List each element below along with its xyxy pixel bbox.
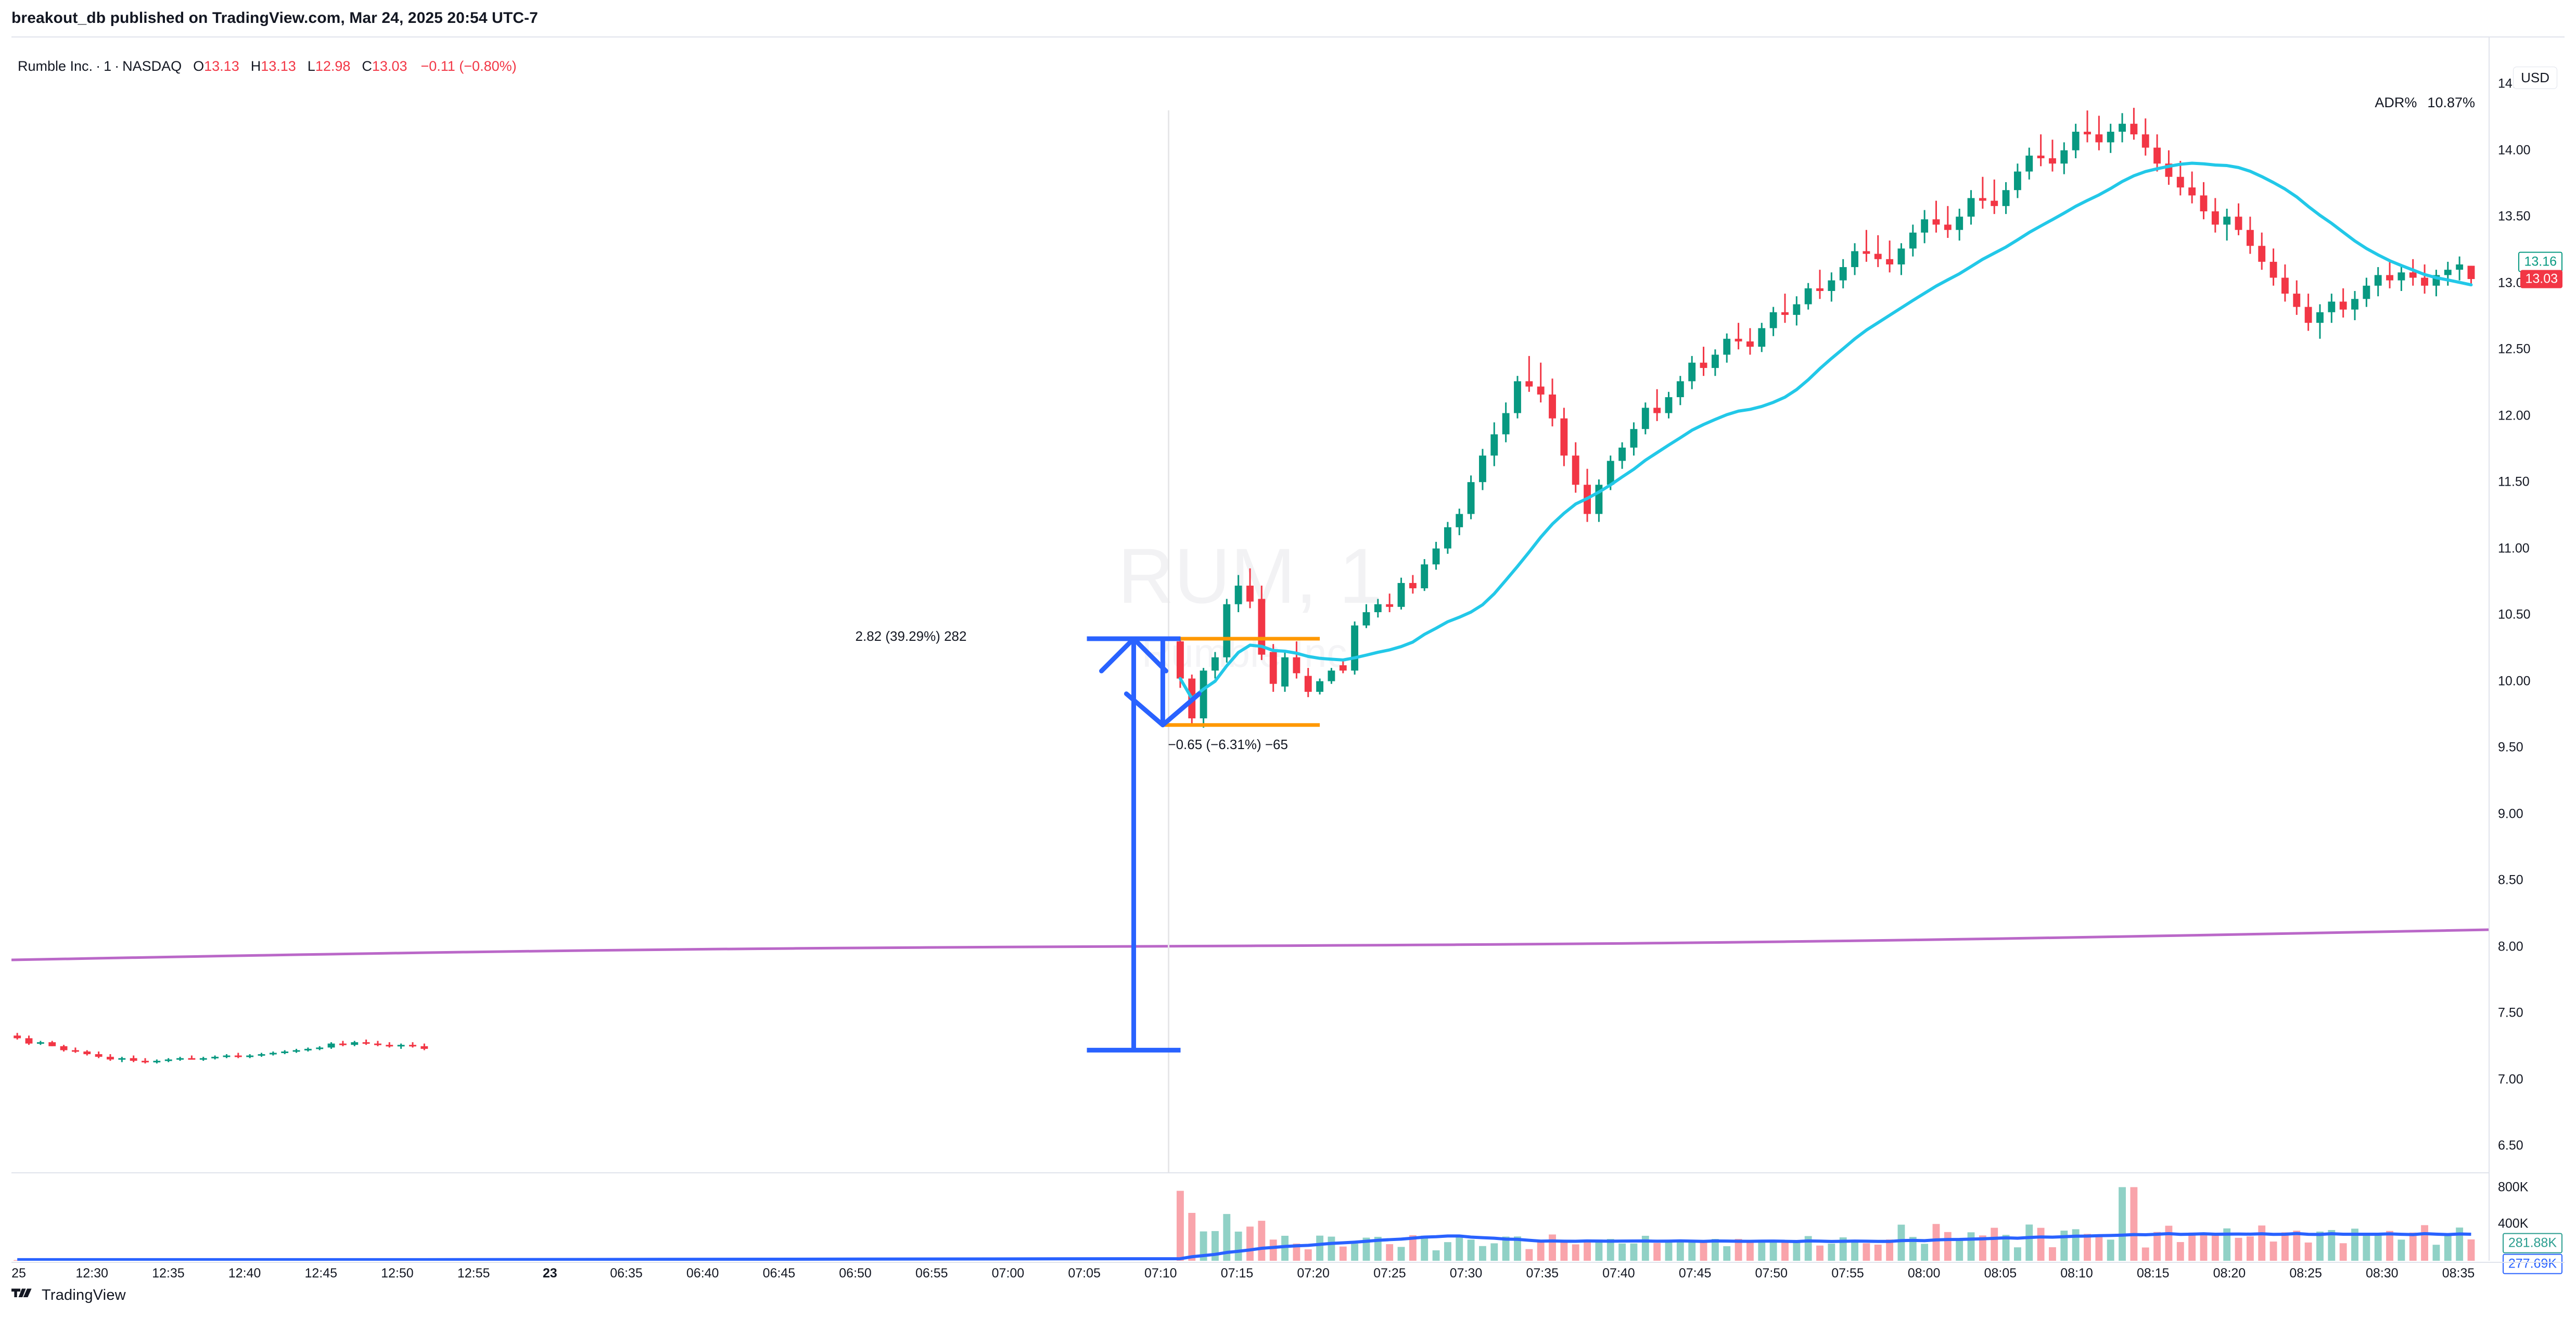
- time-axis-tick: 08:05: [1984, 1266, 2017, 1281]
- time-axis-tick: 12:35: [152, 1266, 185, 1281]
- price-axis-tick: 13.50: [2498, 209, 2531, 224]
- legend-close-value: 13.03: [372, 58, 407, 74]
- tradingview-brand-text: TradingView: [42, 1287, 126, 1303]
- price-axis-tick: 11.50: [2498, 474, 2530, 489]
- symbol-legend[interactable]: Rumble Inc. · 1 · NASDAQ O 13.13 H 13.13 L…: [18, 58, 517, 74]
- legend-exchange: NASDAQ: [122, 58, 182, 74]
- publish-credit-text: breakout_db published on TradingView.com…: [11, 9, 538, 27]
- volume-value-badge[interactable]: 281.88K: [2502, 1233, 2562, 1253]
- price-axis[interactable]: 14.5014.0013.5013.0012.5012.0011.5011.00…: [2490, 37, 2565, 1172]
- time-axis-tick: 07:30: [1449, 1266, 1483, 1281]
- time-axis-tick: 12:30: [75, 1266, 108, 1281]
- price-axis-tick: 12.50: [2498, 341, 2531, 357]
- tradingview-logo-icon: [11, 1288, 32, 1297]
- time-axis-tick: 06:55: [915, 1266, 948, 1281]
- chart-frame: RUM, 1 Rumble Inc. 2.82 (39.29%) 282 −0.…: [11, 36, 2565, 1281]
- time-axis-tick: 08:35: [2442, 1266, 2475, 1281]
- price-axis-tick: 8.00: [2498, 939, 2523, 954]
- price-series-canvas: [11, 108, 2489, 1172]
- axis-divider: [2489, 37, 2490, 1261]
- ma-price-badge[interactable]: 13.16: [2518, 251, 2562, 272]
- adr-value: 10.87%: [2427, 95, 2475, 110]
- time-axis-tick: 07:05: [1068, 1266, 1101, 1281]
- legend-interval[interactable]: 1: [104, 58, 112, 74]
- price-axis-tick: 9.00: [2498, 806, 2523, 821]
- legend-low-value: 12.98: [315, 58, 351, 74]
- time-axis-tick: 07:50: [1755, 1266, 1788, 1281]
- price-pane[interactable]: RUM, 1 Rumble Inc. 2.82 (39.29%) 282 −0.…: [11, 37, 2489, 1172]
- currency-badge[interactable]: USD: [2513, 67, 2557, 89]
- price-axis-tick: 7.50: [2498, 1005, 2523, 1020]
- legend-separator-2: ·: [114, 58, 120, 74]
- volume-axis-tick: 800K: [2498, 1180, 2529, 1195]
- price-axis-tick: 9.50: [2498, 740, 2523, 755]
- time-axis-tick: 06:40: [686, 1266, 719, 1281]
- time-axis-tick: 08:10: [2060, 1266, 2093, 1281]
- time-axis-tick: 07:10: [1144, 1266, 1177, 1281]
- legend-open-value: 13.13: [204, 58, 239, 74]
- time-axis-tick: 23: [542, 1266, 557, 1281]
- legend-symbol[interactable]: Rumble Inc.: [18, 58, 93, 74]
- legend-high-label: H: [250, 58, 261, 74]
- time-axis-tick: 07:45: [1678, 1266, 1712, 1281]
- time-axis-tick: 06:45: [762, 1266, 796, 1281]
- legend-change: −0.11 (−0.80%): [420, 58, 517, 74]
- volume-series-canvas: [14, 1187, 2475, 1261]
- price-axis-tick: 8.50: [2498, 872, 2523, 888]
- adr-indicator-legend[interactable]: ADR% 10.87%: [2375, 95, 2475, 111]
- time-axis-tick: 12:40: [228, 1266, 261, 1281]
- price-axis-tick: 11.00: [2498, 541, 2530, 556]
- time-axis-tick: 12:55: [457, 1266, 490, 1281]
- legend-close-label: C: [362, 58, 372, 74]
- volume-ma-badge[interactable]: 277.69K: [2502, 1253, 2562, 1274]
- price-axis-tick: 10.00: [2498, 674, 2531, 689]
- time-axis-tick: 07:40: [1602, 1266, 1635, 1281]
- adr-label: ADR%: [2375, 95, 2417, 110]
- time-axis-tick: 25: [11, 1266, 26, 1281]
- time-axis[interactable]: 25 12:30 12:35 12:40 12:45 12:50 12:55 23 06:35 0…: [11, 1262, 2565, 1282]
- legend-open-label: O: [193, 58, 205, 74]
- measure-down-label: −0.65 (−6.31%) −65: [1168, 736, 1288, 752]
- last-price-badge[interactable]: 13.03: [2520, 270, 2562, 288]
- time-axis-tick: 08:15: [2136, 1266, 2170, 1281]
- time-axis-tick: 07:20: [1297, 1266, 1330, 1281]
- measure-up-label: 2.82 (39.29%) 282: [855, 628, 967, 644]
- volume-pane[interactable]: [11, 1173, 2489, 1261]
- time-axis-tick: 07:35: [1526, 1266, 1559, 1281]
- volume-axis[interactable]: 800K 400K 281.88K 277.69K: [2490, 1173, 2565, 1274]
- legend-separator-1: ·: [96, 58, 101, 74]
- time-axis-tick: 06:35: [610, 1266, 643, 1281]
- volume-axis-tick: 400K: [2498, 1216, 2529, 1231]
- price-axis-tick: 6.50: [2498, 1138, 2523, 1153]
- price-axis-tick: 10.50: [2498, 607, 2531, 622]
- pane-separator: [11, 1172, 2489, 1173]
- legend-low-label: L: [307, 58, 315, 74]
- time-axis-tick: 07:55: [1831, 1266, 1864, 1281]
- time-axis-tick: 08:25: [2289, 1266, 2322, 1281]
- price-axis-tick: 14.00: [2498, 143, 2531, 158]
- price-axis-tick: 12.00: [2498, 408, 2531, 423]
- price-axis-tick: 7.00: [2498, 1072, 2523, 1087]
- time-axis-tick: 07:25: [1373, 1266, 1406, 1281]
- time-axis-tick: 12:45: [304, 1266, 338, 1281]
- time-axis-tick: 08:00: [1907, 1266, 1941, 1281]
- time-axis-tick: 08:20: [2213, 1266, 2246, 1281]
- time-axis-tick: 08:30: [2366, 1266, 2399, 1281]
- tradingview-footer: TradingView: [11, 1287, 126, 1304]
- legend-high-value: 13.13: [261, 58, 296, 74]
- time-axis-tick: 07:00: [991, 1266, 1025, 1281]
- time-axis-tick: 07:15: [1220, 1266, 1254, 1281]
- time-axis-tick: 12:50: [381, 1266, 414, 1281]
- publish-header: breakout_db published on TradingView.com…: [0, 0, 2576, 36]
- time-axis-tick: 06:50: [839, 1266, 872, 1281]
